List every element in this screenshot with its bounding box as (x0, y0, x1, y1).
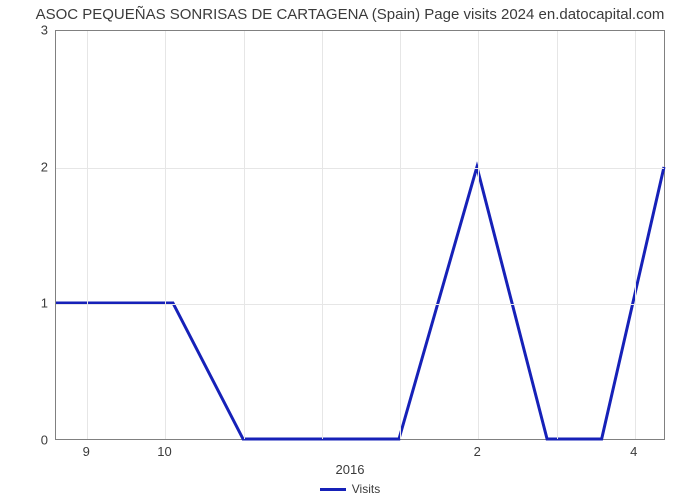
visits-line (56, 31, 664, 439)
y-tick-label: 1 (0, 296, 48, 311)
legend-label: Visits (352, 482, 380, 496)
y-tick-label: 0 (0, 433, 48, 448)
gridline-v (557, 31, 558, 439)
x-axis-label: 2016 (0, 462, 700, 477)
y-tick-label: 2 (0, 159, 48, 174)
gridline-v (478, 31, 479, 439)
gridline-v (635, 31, 636, 439)
y-tick-label: 3 (0, 23, 48, 38)
gridline-v (244, 31, 245, 439)
gridline-h (56, 304, 664, 305)
x-tick-label: 2 (474, 444, 481, 459)
x-tick-label: 9 (83, 444, 90, 459)
gridline-v (400, 31, 401, 439)
legend-swatch (320, 488, 346, 491)
legend: Visits (0, 482, 700, 496)
gridline-v (322, 31, 323, 439)
plot-area (55, 30, 665, 440)
gridline-v (165, 31, 166, 439)
chart-title: ASOC PEQUEÑAS SONRISAS DE CARTAGENA (Spa… (0, 6, 700, 23)
x-tick-label: 10 (157, 444, 171, 459)
x-tick-label: 4 (630, 444, 637, 459)
gridline-v (87, 31, 88, 439)
chart-container: ASOC PEQUEÑAS SONRISAS DE CARTAGENA (Spa… (0, 0, 700, 500)
visits-polyline (56, 167, 664, 439)
gridline-h (56, 168, 664, 169)
